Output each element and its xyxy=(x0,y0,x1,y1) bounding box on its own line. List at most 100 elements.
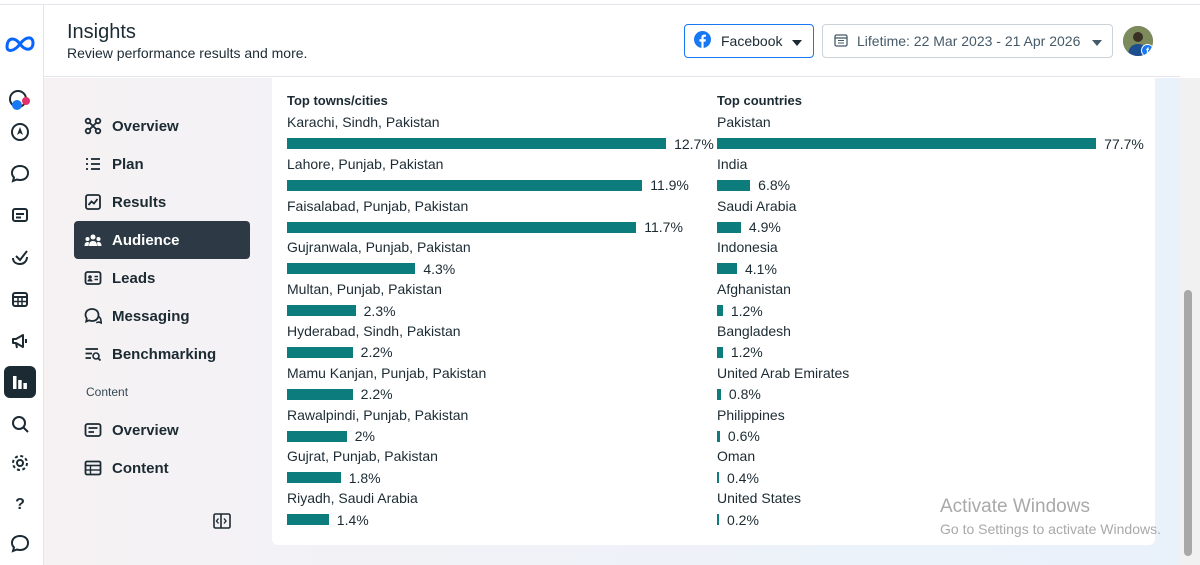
percentage-bar xyxy=(287,263,416,275)
list-item: Afghanistan 1.2% xyxy=(717,280,1147,322)
content-table-icon xyxy=(84,459,102,477)
percentage-label: 4.1% xyxy=(745,260,777,277)
bar-container: 11.9% xyxy=(287,177,689,194)
bar-container: 1.8% xyxy=(287,469,381,486)
location-name: Riyadh, Saudi Arabia xyxy=(287,490,418,507)
insights-nav: Overview Plan Results Audience Leads Mes… xyxy=(74,107,250,487)
list-item: Hyderabad, Sindh, Pakistan 2.2% xyxy=(287,322,707,364)
location-name: Karachi, Sindh, Pakistan xyxy=(287,114,440,130)
chat-bubble-icon[interactable] xyxy=(4,157,36,189)
insights-icon[interactable] xyxy=(4,366,36,398)
location-name: Oman xyxy=(717,448,756,465)
nav-item-messaging[interactable]: Messaging xyxy=(74,297,250,335)
percentage-bar xyxy=(717,346,723,358)
percentage-bar xyxy=(717,388,721,400)
list-item: Rawalpindi, Punjab, Pakistan 2% xyxy=(287,406,707,448)
percentage-bar xyxy=(717,263,737,275)
top-edge xyxy=(0,0,1200,5)
percentage-label: 0.2% xyxy=(727,511,759,528)
top-countries-column: Top countries Pakistan 77.7% India 6.8% Saud… xyxy=(717,93,1147,531)
nav-item-label: Leads xyxy=(112,269,156,287)
location-name: United States xyxy=(717,490,802,507)
bar-container: 0.8% xyxy=(717,386,761,403)
list-item: Gujrat, Punjab, Pakistan 1.8% xyxy=(287,447,707,489)
list-item: United Arab Emirates 0.8% xyxy=(717,364,1147,406)
feedback-icon[interactable] xyxy=(4,527,36,559)
location-name: Bangladesh xyxy=(717,322,791,339)
top-countries-list: Pakistan 77.7% India 6.8% Saudi Arabia 4.9% In… xyxy=(717,113,1147,531)
percentage-bar xyxy=(717,221,741,233)
percentage-label: 77.7% xyxy=(1104,135,1144,152)
pages-profile-icon[interactable] xyxy=(4,85,36,117)
location-name: Mamu Kanjan, Punjab, Pakistan xyxy=(287,364,487,381)
location-name: Hyderabad, Sindh, Pakistan xyxy=(287,322,461,339)
bar-container: 4.9% xyxy=(717,219,781,236)
list-item: Bangladesh 1.2% xyxy=(717,322,1147,364)
avatar[interactable]: f xyxy=(1123,26,1153,56)
calendar-icon[interactable] xyxy=(4,283,36,315)
facebook-icon xyxy=(694,31,711,51)
percentage-bar xyxy=(717,472,719,484)
bar-container: 4.1% xyxy=(717,260,777,277)
top-cities-list: Karachi, Sindh, Pakistan 12.7% Lahore, Pun… xyxy=(287,113,714,531)
nav-item-plan[interactable]: Plan xyxy=(74,145,250,183)
bar-container: 2.2% xyxy=(287,386,393,403)
settings-icon[interactable] xyxy=(4,447,36,479)
scrollbar-thumb[interactable] xyxy=(1184,290,1192,556)
bar-container: 0.2% xyxy=(717,511,759,528)
search-icon[interactable] xyxy=(4,408,36,440)
percentage-bar xyxy=(287,305,356,317)
help-icon[interactable]: ? xyxy=(15,496,25,513)
location-name: Faisalabad, Punjab, Pakistan xyxy=(287,197,469,214)
percentage-bar xyxy=(287,388,353,400)
nav-item-results[interactable]: Results xyxy=(74,183,250,221)
percentage-label: 4.3% xyxy=(423,260,456,277)
location-name: Pakistan xyxy=(717,114,771,130)
percentage-label: 1.2% xyxy=(730,302,763,319)
list-item: Pakistan 77.7% xyxy=(717,113,1147,155)
messaging-icon xyxy=(84,307,102,325)
list-item: Mamu Kanjan, Punjab, Pakistan 2.2% xyxy=(287,364,707,406)
platform-dropdown[interactable]: Facebook xyxy=(684,24,814,58)
overview-icon xyxy=(84,117,102,135)
nav-item-label: Benchmarking xyxy=(112,345,217,363)
nav-item-content[interactable]: Content xyxy=(74,449,250,487)
benchmarking-icon xyxy=(84,345,102,363)
page-header: Insights Review performance results and … xyxy=(44,5,1180,77)
percentage-bar xyxy=(287,221,637,233)
percentage-label: 2.3% xyxy=(363,302,396,319)
bar-container: 77.7% xyxy=(717,135,1144,152)
percentage-bar xyxy=(287,514,329,526)
megaphone-icon[interactable] xyxy=(4,325,36,357)
audience-icon xyxy=(84,231,102,249)
nav-item-audience[interactable]: Audience xyxy=(74,221,250,259)
location-name: Gujrat, Punjab, Pakistan xyxy=(287,448,438,465)
nav-item-benchmarking[interactable]: Benchmarking xyxy=(74,335,250,373)
percentage-bar xyxy=(287,346,353,358)
nav-item-label: Content xyxy=(112,459,169,477)
content-icon[interactable] xyxy=(4,199,36,231)
bar-container: 2.3% xyxy=(287,302,396,319)
percentage-label: 2.2% xyxy=(360,386,393,403)
collapse-sidebar-icon[interactable] xyxy=(213,513,231,534)
percentage-label: 11.7% xyxy=(644,219,683,236)
nav-item-content-overview[interactable]: Overview xyxy=(74,411,250,449)
content-overview-icon xyxy=(84,421,102,439)
date-range-dropdown[interactable]: Lifetime: 22 Mar 2023 - 21 Apr 2026 xyxy=(822,24,1113,58)
page-subtitle: Review performance results and more. xyxy=(67,45,308,61)
percentage-bar xyxy=(287,430,347,442)
results-icon xyxy=(84,193,102,211)
page-scrollbar[interactable] xyxy=(1180,78,1200,565)
planner-icon[interactable] xyxy=(4,241,36,273)
bar-container: 1.2% xyxy=(717,344,763,361)
top-cities-title: Top towns/cities xyxy=(287,93,388,108)
location-name: Philippines xyxy=(717,406,785,423)
compass-icon[interactable] xyxy=(4,116,36,148)
nav-item-label: Audience xyxy=(112,231,180,249)
meta-logo-icon[interactable] xyxy=(4,27,36,59)
list-item: India 6.8% xyxy=(717,155,1147,197)
nav-item-overview[interactable]: Overview xyxy=(74,107,250,145)
bar-container: 1.2% xyxy=(717,302,763,319)
nav-item-label: Messaging xyxy=(112,307,190,325)
nav-item-leads[interactable]: Leads xyxy=(74,259,250,297)
